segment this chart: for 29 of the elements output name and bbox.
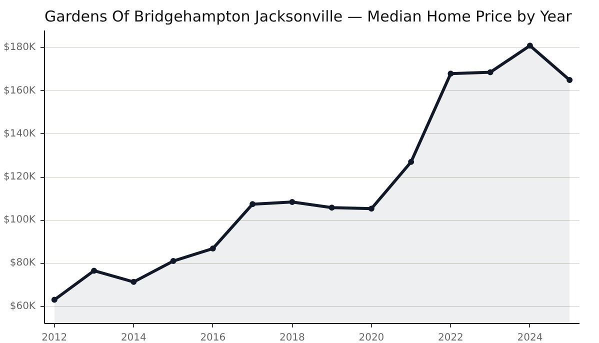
- y-tick-label: $140K: [3, 128, 36, 140]
- point: [250, 201, 256, 208]
- x-tick-label: 2018: [279, 332, 305, 343]
- x-tick-label: 2014: [120, 332, 146, 343]
- point: [408, 158, 414, 165]
- point: [51, 296, 58, 303]
- point: [448, 70, 454, 77]
- point: [526, 42, 533, 49]
- y-tick-label: $60K: [10, 300, 36, 312]
- point: [170, 258, 176, 264]
- point: [289, 198, 296, 205]
- x-tick-label: 2012: [42, 332, 68, 343]
- x-tick-label: 2022: [438, 332, 464, 343]
- y-tick-label: $100K: [3, 214, 36, 226]
- point: [368, 206, 374, 212]
- chart-title: Gardens Of Bridgehampton Jacksonville — Median Home Price by Year: [44, 8, 573, 26]
- y-tick-label: $160K: [3, 85, 36, 96]
- point: [487, 69, 494, 76]
- y-tick-label: $180K: [3, 42, 36, 54]
- x-tick-label: 2024: [517, 332, 543, 343]
- x-tick-label: 2016: [200, 332, 226, 343]
- y-tick-label: $80K: [10, 258, 36, 269]
- y-tick-label: $120K: [3, 172, 36, 182]
- x-tick-label: 2020: [358, 332, 384, 343]
- point: [91, 268, 98, 274]
- point: [328, 204, 335, 211]
- point: [130, 278, 137, 285]
- point: [566, 77, 573, 84]
- point: [210, 246, 216, 252]
